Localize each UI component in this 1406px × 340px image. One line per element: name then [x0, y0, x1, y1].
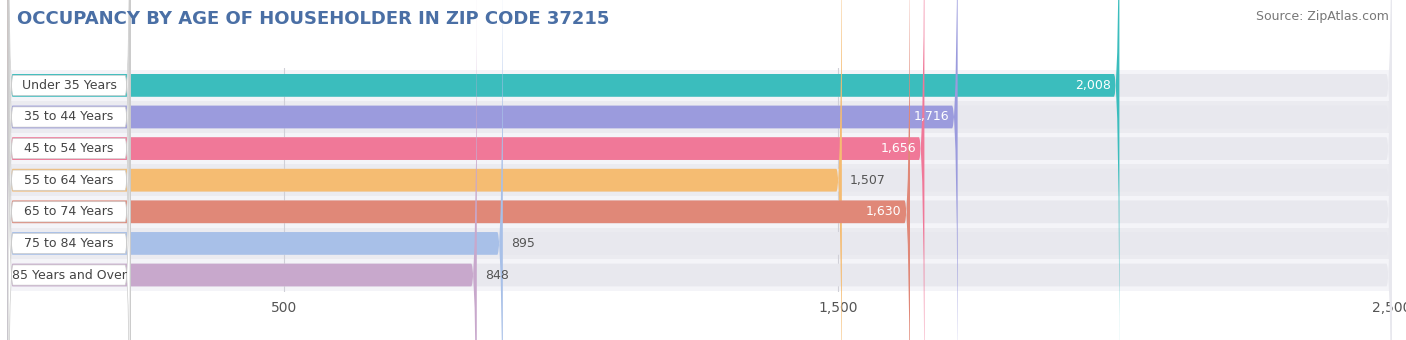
Text: 55 to 64 Years: 55 to 64 Years — [24, 174, 114, 187]
Text: 35 to 44 Years: 35 to 44 Years — [24, 110, 114, 123]
FancyBboxPatch shape — [8, 1, 129, 340]
Bar — [7, 165, 1392, 196]
FancyBboxPatch shape — [7, 0, 1392, 340]
Text: 1,507: 1,507 — [851, 174, 886, 187]
FancyBboxPatch shape — [7, 0, 957, 340]
FancyBboxPatch shape — [7, 0, 1392, 340]
FancyBboxPatch shape — [8, 0, 129, 340]
Text: Source: ZipAtlas.com: Source: ZipAtlas.com — [1256, 10, 1389, 23]
FancyBboxPatch shape — [8, 0, 129, 340]
FancyBboxPatch shape — [7, 0, 1392, 340]
Text: 1,716: 1,716 — [914, 110, 949, 123]
Text: 65 to 74 Years: 65 to 74 Years — [24, 205, 114, 218]
FancyBboxPatch shape — [7, 0, 1392, 340]
FancyBboxPatch shape — [7, 0, 924, 340]
FancyBboxPatch shape — [7, 0, 477, 340]
Bar — [7, 196, 1392, 227]
Bar — [7, 101, 1392, 133]
FancyBboxPatch shape — [7, 0, 1119, 340]
FancyBboxPatch shape — [8, 0, 129, 340]
Bar — [7, 227, 1392, 259]
Text: 895: 895 — [512, 237, 536, 250]
Text: 2,008: 2,008 — [1076, 79, 1111, 92]
Text: 1,630: 1,630 — [866, 205, 901, 218]
FancyBboxPatch shape — [8, 0, 129, 340]
Text: 1,656: 1,656 — [880, 142, 917, 155]
Text: 75 to 84 Years: 75 to 84 Years — [24, 237, 114, 250]
FancyBboxPatch shape — [7, 0, 1392, 340]
FancyBboxPatch shape — [7, 0, 910, 340]
FancyBboxPatch shape — [7, 0, 503, 340]
FancyBboxPatch shape — [7, 0, 1392, 340]
Text: OCCUPANCY BY AGE OF HOUSEHOLDER IN ZIP CODE 37215: OCCUPANCY BY AGE OF HOUSEHOLDER IN ZIP C… — [17, 10, 609, 28]
Bar — [7, 133, 1392, 165]
Text: 45 to 54 Years: 45 to 54 Years — [24, 142, 114, 155]
Bar — [7, 70, 1392, 101]
FancyBboxPatch shape — [7, 0, 842, 340]
Text: Under 35 Years: Under 35 Years — [21, 79, 117, 92]
Bar — [7, 259, 1392, 291]
FancyBboxPatch shape — [7, 0, 1392, 340]
Text: 848: 848 — [485, 269, 509, 282]
FancyBboxPatch shape — [8, 0, 129, 340]
Text: 85 Years and Over: 85 Years and Over — [11, 269, 127, 282]
FancyBboxPatch shape — [8, 0, 129, 340]
